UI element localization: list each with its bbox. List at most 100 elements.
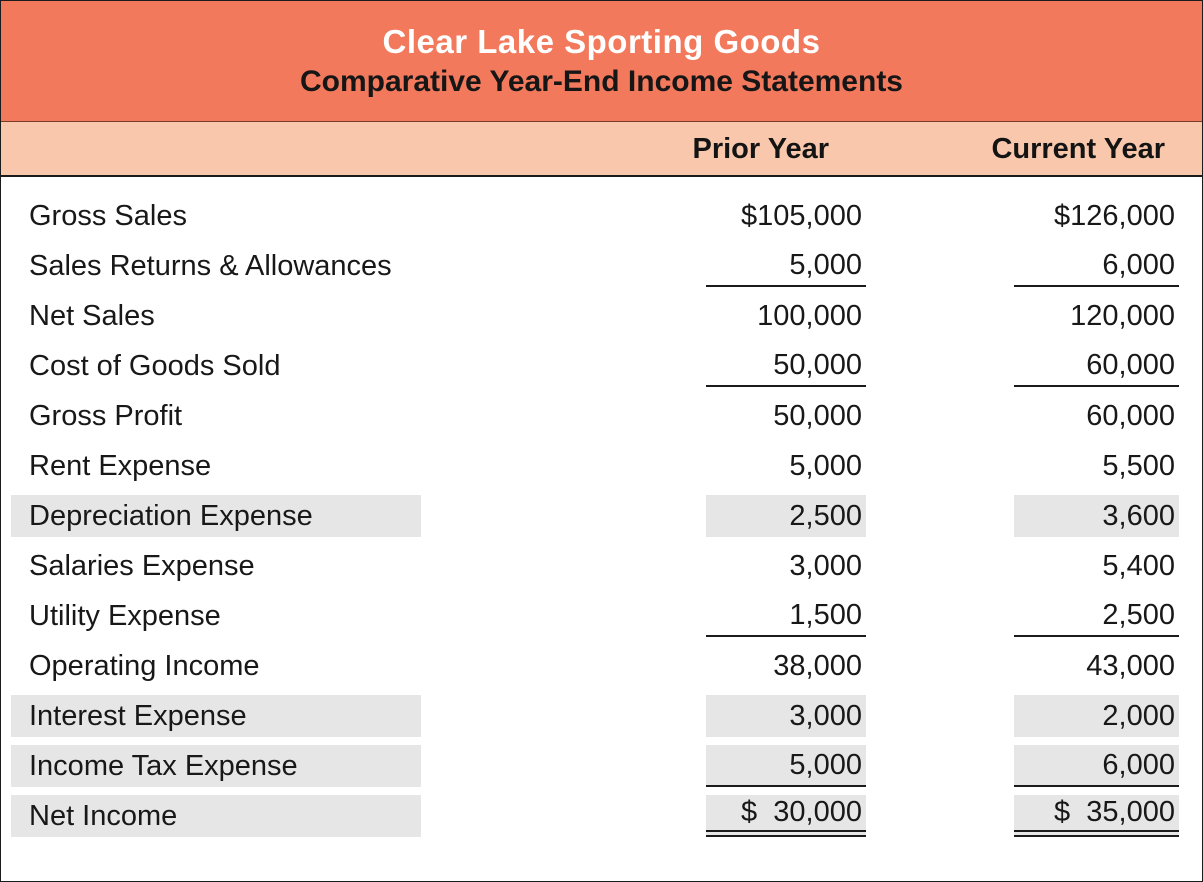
table-row: Gross Sales $105,000 $126,000 — [1, 191, 1202, 241]
column-header-prior-year: Prior Year — [692, 133, 829, 165]
table-row: Net Income $ 30,000 $ 35,000 — [1, 791, 1202, 841]
prior-year-cell: 3,000 — [706, 691, 866, 741]
statement-body: Gross Sales $105,000 $126,000 Sales Retu… — [1, 177, 1202, 841]
prior-year-value: 100,000 — [757, 299, 862, 332]
current-year-value: 60,000 — [1086, 348, 1175, 381]
prior-year-value: 5,000 — [789, 748, 862, 781]
row-label-box: Interest Expense — [11, 695, 421, 737]
table-row: Sales Returns & Allowances 5,000 6,000 — [1, 241, 1202, 291]
table-row: Salaries Expense 3,000 5,400 — [1, 541, 1202, 591]
table-row: Income Tax Expense 5,000 6,000 — [1, 741, 1202, 791]
row-label-cell: Sales Returns & Allowances — [11, 241, 421, 291]
current-year-box: 2,500 — [1014, 595, 1179, 637]
current-year-cell: 43,000 — [1014, 641, 1179, 691]
table-row: Depreciation Expense 2,500 3,600 — [1, 491, 1202, 541]
prior-year-box: $ 30,000 — [706, 795, 866, 837]
prior-year-cell: $ 30,000 — [706, 791, 866, 841]
prior-year-cell: 50,000 — [706, 391, 866, 441]
current-year-box: 60,000 — [1014, 345, 1179, 387]
current-year-value: 3,600 — [1102, 499, 1175, 532]
prior-year-value: $105,000 — [741, 199, 862, 232]
current-year-cell: 5,500 — [1014, 441, 1179, 491]
current-year-box: 3,600 — [1014, 495, 1179, 537]
row-label-box: Sales Returns & Allowances — [11, 245, 421, 287]
current-year-cell: 6,000 — [1014, 241, 1179, 291]
prior-year-value: 5,000 — [789, 248, 862, 281]
row-label: Rent Expense — [29, 449, 212, 482]
prior-year-box: 3,000 — [706, 545, 866, 587]
row-label-cell: Income Tax Expense — [11, 741, 421, 791]
row-label-cell: Gross Sales — [11, 191, 421, 241]
table-row: Rent Expense 5,000 5,500 — [1, 441, 1202, 491]
row-label-cell: Operating Income — [11, 641, 421, 691]
row-label: Gross Profit — [29, 399, 183, 432]
prior-year-cell: 50,000 — [706, 341, 866, 391]
prior-year-box: 100,000 — [706, 295, 866, 337]
prior-year-value: $ 30,000 — [741, 796, 862, 828]
row-label-box: Gross Sales — [11, 195, 421, 237]
row-label-box: Utility Expense — [11, 595, 421, 637]
row-label: Sales Returns & Allowances — [29, 249, 392, 282]
table-row: Operating Income 38,000 43,000 — [1, 641, 1202, 691]
row-label-box: Income Tax Expense — [11, 745, 421, 787]
current-year-value: 120,000 — [1070, 299, 1175, 332]
prior-year-box: 1,500 — [706, 595, 866, 637]
current-year-cell: 2,000 — [1014, 691, 1179, 741]
row-label-cell: Gross Profit — [11, 391, 421, 441]
current-year-cell: 60,000 — [1014, 391, 1179, 441]
row-label-cell: Net Income — [11, 791, 421, 841]
row-label-box: Gross Profit — [11, 395, 421, 437]
row-label-box: Net Income — [11, 795, 421, 837]
prior-year-box: 5,000 — [706, 245, 866, 287]
row-label: Net Sales — [29, 299, 155, 332]
row-label-box: Operating Income — [11, 645, 421, 687]
row-label: Utility Expense — [29, 599, 221, 632]
prior-year-box: 2,500 — [706, 495, 866, 537]
current-year-box: 60,000 — [1014, 395, 1179, 437]
prior-year-box: 5,000 — [706, 445, 866, 487]
table-row: Cost of Goods Sold 50,000 60,000 — [1, 341, 1202, 391]
current-year-cell: 60,000 — [1014, 341, 1179, 391]
row-label-cell: Depreciation Expense — [11, 491, 421, 541]
table-row: Net Sales 100,000 120,000 — [1, 291, 1202, 341]
current-year-value: 2,500 — [1102, 598, 1175, 631]
current-year-cell: 6,000 — [1014, 741, 1179, 791]
company-title: Clear Lake Sporting Goods — [382, 23, 821, 60]
current-year-value: 6,000 — [1102, 248, 1175, 281]
prior-year-value: 3,000 — [789, 699, 862, 732]
current-year-value: 6,000 — [1102, 748, 1175, 781]
row-label-cell: Interest Expense — [11, 691, 421, 741]
prior-year-cell: $105,000 — [706, 191, 866, 241]
row-label-cell: Rent Expense — [11, 441, 421, 491]
prior-year-cell: 5,000 — [706, 741, 866, 791]
table-row: Utility Expense 1,500 2,500 — [1, 591, 1202, 641]
row-label: Salaries Expense — [29, 549, 255, 582]
prior-year-box: 38,000 — [706, 645, 866, 687]
table-row: Interest Expense 3,000 2,000 — [1, 691, 1202, 741]
current-year-box: 5,400 — [1014, 545, 1179, 587]
prior-year-value: 38,000 — [773, 649, 862, 682]
prior-year-value: 50,000 — [773, 399, 862, 432]
row-label: Interest Expense — [29, 699, 247, 732]
current-year-value: 2,000 — [1102, 699, 1175, 732]
current-year-value: 5,500 — [1102, 449, 1175, 482]
prior-year-value: 2,500 — [789, 499, 862, 532]
prior-year-cell: 5,000 — [706, 441, 866, 491]
column-header-band: Prior Year Current Year — [1, 122, 1202, 177]
row-label: Income Tax Expense — [29, 749, 298, 782]
row-label: Net Income — [29, 799, 178, 832]
current-year-box: 120,000 — [1014, 295, 1179, 337]
row-label-box: Salaries Expense — [11, 545, 421, 587]
statement-subtitle: Comparative Year-End Income Statements — [300, 65, 903, 98]
prior-year-cell: 3,000 — [706, 541, 866, 591]
current-year-cell: $126,000 — [1014, 191, 1179, 241]
current-year-cell: 3,600 — [1014, 491, 1179, 541]
row-label: Operating Income — [29, 649, 260, 682]
row-label-box: Cost of Goods Sold — [11, 345, 421, 387]
prior-year-box: 5,000 — [706, 745, 866, 787]
current-year-box: 6,000 — [1014, 745, 1179, 787]
prior-year-box: 50,000 — [706, 345, 866, 387]
current-year-box: 5,500 — [1014, 445, 1179, 487]
row-label: Gross Sales — [29, 199, 187, 232]
